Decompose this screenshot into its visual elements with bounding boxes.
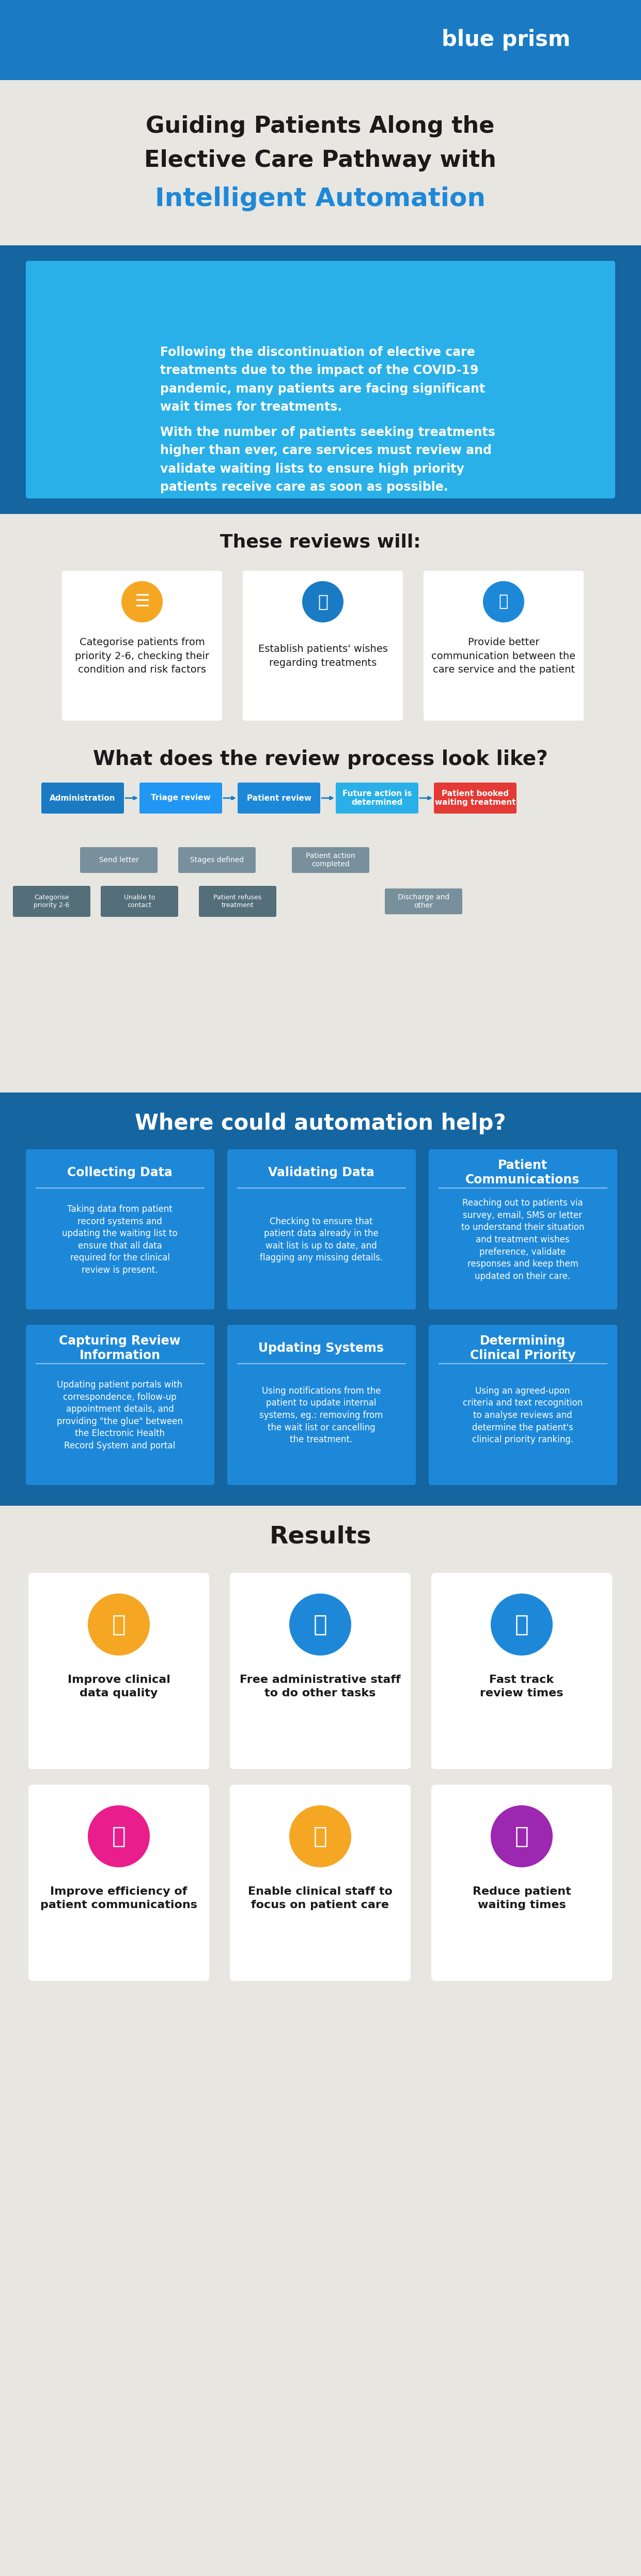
Circle shape: [88, 1595, 150, 1656]
Text: blue prism: blue prism: [442, 28, 570, 52]
Text: With the number of patients seeking treatments
higher than ever, care services m: With the number of patients seeking trea…: [160, 425, 495, 495]
Text: Determining
Clinical Priority: Determining Clinical Priority: [470, 1334, 576, 1363]
Text: These reviews will:: These reviews will:: [220, 533, 420, 551]
Bar: [0, 1507, 641, 2022]
FancyBboxPatch shape: [424, 572, 584, 721]
Circle shape: [491, 1806, 553, 1868]
Text: ⏳: ⏳: [515, 1826, 529, 1847]
Text: Patient booked
waiting treatment: Patient booked waiting treatment: [435, 791, 515, 806]
Text: Where could automation help?: Where could automation help?: [135, 1113, 506, 1133]
Text: Fast track
review times: Fast track review times: [480, 1674, 563, 1698]
FancyBboxPatch shape: [230, 1785, 411, 1981]
FancyBboxPatch shape: [140, 783, 222, 814]
FancyBboxPatch shape: [13, 886, 90, 917]
FancyBboxPatch shape: [429, 1149, 617, 1309]
FancyBboxPatch shape: [178, 848, 256, 873]
Text: Following the discontinuation of elective care
treatments due to the impact of t: Following the discontinuation of electiv…: [160, 345, 485, 412]
FancyBboxPatch shape: [28, 1574, 209, 1770]
Text: 📊: 📊: [112, 1613, 126, 1636]
Text: Establish patients' wishes
regarding treatments: Establish patients' wishes regarding tre…: [258, 644, 388, 667]
Text: Categorise patients from
priority 2-6, checking their
condition and risk factors: Categorise patients from priority 2-6, c…: [75, 636, 209, 675]
Text: 🚀: 🚀: [515, 1613, 529, 1636]
FancyBboxPatch shape: [101, 886, 178, 917]
FancyBboxPatch shape: [26, 1324, 214, 1484]
Text: Discharge and
other: Discharge and other: [397, 894, 449, 909]
Text: 💬: 💬: [499, 595, 508, 611]
Text: Using notifications from the
patient to update internal
systems, eg.: removing f: Using notifications from the patient to …: [260, 1386, 383, 1445]
FancyBboxPatch shape: [228, 1324, 416, 1484]
Text: Reaching out to patients via
survey, email, SMS or letter
to understand their si: Reaching out to patients via survey, ema…: [461, 1198, 585, 1280]
Text: Free administrative staff
to do other tasks: Free administrative staff to do other ta…: [240, 1674, 401, 1698]
Text: ☰: ☰: [135, 592, 150, 611]
Text: Elective Care Pathway with: Elective Care Pathway with: [144, 149, 496, 170]
Bar: [0, 2022, 641, 2576]
Circle shape: [289, 1595, 351, 1656]
FancyBboxPatch shape: [228, 1149, 416, 1309]
FancyBboxPatch shape: [243, 572, 403, 721]
FancyBboxPatch shape: [292, 848, 369, 873]
Text: Stages defined: Stages defined: [190, 855, 244, 863]
Circle shape: [88, 1806, 150, 1868]
Text: 👤: 👤: [318, 592, 328, 611]
Text: Provide better
communication between the
care service and the patient: Provide better communication between the…: [431, 636, 576, 675]
Bar: [0, 515, 641, 732]
Text: Collecting Data: Collecting Data: [67, 1167, 172, 1180]
Text: Enable clinical staff to
focus on patient care: Enable clinical staff to focus on patien…: [248, 1886, 392, 1911]
Text: Checking to ensure that
patient data already in the
wait list is up to date, and: Checking to ensure that patient data alr…: [260, 1216, 383, 1262]
Text: Guiding Patients Along the: Guiding Patients Along the: [146, 116, 495, 137]
Text: What does the review process look like?: What does the review process look like?: [93, 750, 547, 770]
Bar: [0, 80, 641, 245]
Text: Send letter: Send letter: [99, 855, 138, 863]
Text: Taking data from patient
record systems and
updating the waiting list to
ensure : Taking data from patient record systems …: [62, 1206, 178, 1275]
Text: Intelligent Automation: Intelligent Automation: [155, 185, 485, 211]
Bar: [0, 245, 641, 515]
Circle shape: [302, 582, 344, 623]
FancyBboxPatch shape: [431, 1574, 612, 1770]
FancyBboxPatch shape: [199, 886, 276, 917]
Circle shape: [483, 582, 524, 623]
Text: Triage review: Triage review: [151, 793, 211, 801]
Circle shape: [121, 582, 163, 623]
FancyBboxPatch shape: [80, 848, 158, 873]
FancyBboxPatch shape: [336, 783, 419, 814]
Text: Patient action
completed: Patient action completed: [306, 853, 355, 868]
Bar: [0, 732, 641, 1092]
FancyBboxPatch shape: [26, 1149, 214, 1309]
FancyBboxPatch shape: [431, 1785, 612, 1981]
Text: 💬: 💬: [112, 1826, 126, 1847]
Bar: [0, 1092, 641, 1507]
FancyBboxPatch shape: [62, 572, 222, 721]
Circle shape: [289, 1806, 351, 1868]
Text: Improve efficiency of
patient communications: Improve efficiency of patient communicat…: [40, 1886, 197, 1911]
Text: Categorise
priority 2-6: Categorise priority 2-6: [34, 894, 69, 909]
FancyBboxPatch shape: [385, 889, 462, 914]
Text: 👥: 👥: [313, 1613, 327, 1636]
FancyBboxPatch shape: [238, 783, 320, 814]
Text: Patient
Communications: Patient Communications: [465, 1159, 580, 1185]
Text: Updating Systems: Updating Systems: [258, 1342, 384, 1355]
FancyBboxPatch shape: [41, 783, 124, 814]
Text: Unable to
contact: Unable to contact: [124, 894, 155, 909]
FancyBboxPatch shape: [28, 1785, 209, 1981]
Text: Updating patient portals with
correspondence, follow-up
appointment details, and: Updating patient portals with correspond…: [57, 1381, 183, 1450]
Text: 🏥: 🏥: [313, 1826, 327, 1847]
Text: Using an agreed-upon
criteria and text recognition
to analyse reviews and
determ: Using an agreed-upon criteria and text r…: [463, 1386, 583, 1445]
Text: Capturing Review
Information: Capturing Review Information: [59, 1334, 181, 1363]
Text: Patient refuses
treatment: Patient refuses treatment: [213, 894, 262, 909]
Bar: [0, 0, 641, 80]
Text: Reduce patient
waiting times: Reduce patient waiting times: [472, 1886, 571, 1911]
Text: Results: Results: [269, 1525, 371, 1548]
Text: Future action is
determined: Future action is determined: [342, 791, 412, 806]
FancyBboxPatch shape: [434, 783, 517, 814]
Circle shape: [491, 1595, 553, 1656]
Text: Validating Data: Validating Data: [268, 1167, 374, 1180]
FancyBboxPatch shape: [26, 260, 615, 500]
FancyBboxPatch shape: [230, 1574, 411, 1770]
Text: Administration: Administration: [50, 793, 115, 801]
Text: Patient review: Patient review: [247, 793, 311, 801]
FancyBboxPatch shape: [429, 1324, 617, 1484]
Text: Improve clinical
data quality: Improve clinical data quality: [67, 1674, 170, 1698]
